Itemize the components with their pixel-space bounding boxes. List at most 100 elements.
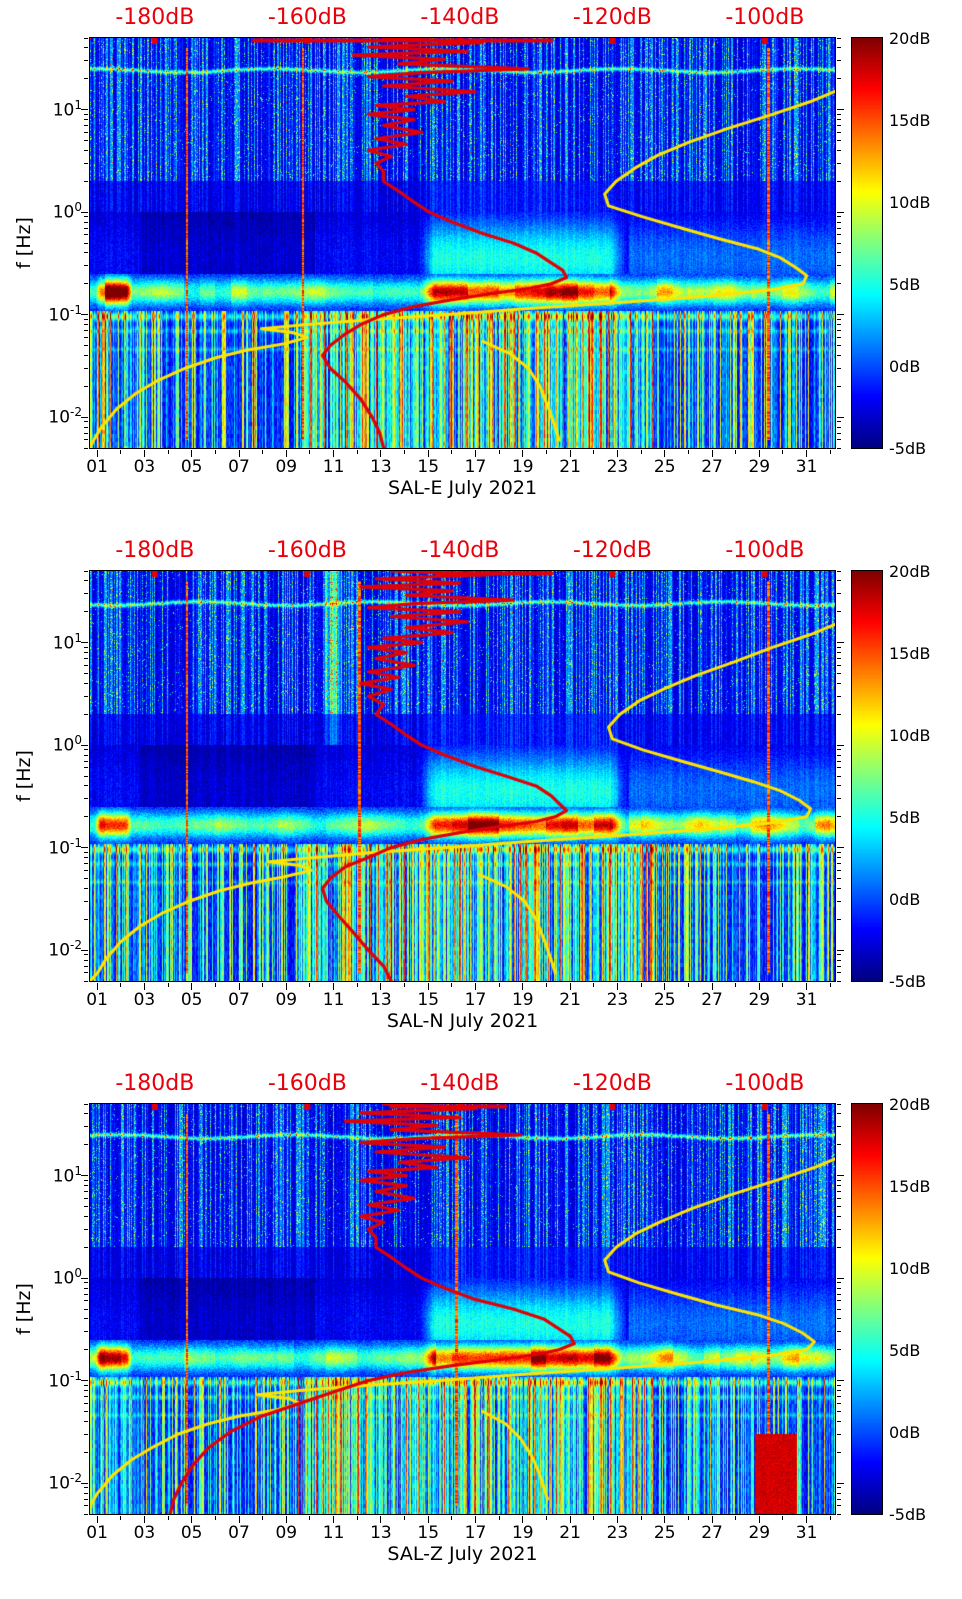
y-tick-mark	[81, 1175, 88, 1177]
y-tick-mark	[837, 367, 841, 369]
y-tick-mark	[837, 1246, 841, 1248]
y-tick-mark	[84, 242, 88, 244]
y-tick-mark	[84, 265, 88, 267]
x-tick-label: 13	[370, 990, 392, 1010]
x-tick-label: 29	[748, 1523, 771, 1543]
y-tick-mark	[837, 265, 841, 267]
y-tick-label: 101	[52, 630, 82, 654]
x-tick-mark	[238, 1516, 240, 1523]
y-tick-mark	[837, 664, 841, 666]
y-tick-mark	[84, 1402, 88, 1404]
x-tick-mark	[806, 450, 808, 457]
y-tick-mark	[84, 1384, 88, 1386]
y-tick-mark	[84, 216, 88, 218]
x-tick-mark	[333, 983, 335, 990]
y-tick-mark	[84, 652, 88, 654]
top-axis-label: -120dB	[572, 5, 652, 30]
x-tick-label: 03	[133, 457, 156, 477]
y-tick-mark	[84, 1179, 88, 1181]
y-tick-mark	[84, 1246, 88, 1248]
x-tick-mark	[427, 983, 429, 990]
x-tick-label: 23	[606, 1523, 629, 1543]
y-tick-label: 101	[52, 1163, 82, 1187]
y-tick-mark	[84, 980, 88, 982]
colorbar-tick-label: 15dB	[889, 111, 931, 130]
y-tick-mark	[84, 78, 88, 80]
x-tick-mark	[735, 450, 737, 454]
y-tick-mark	[837, 1411, 841, 1412]
y-tick-mark	[837, 330, 841, 332]
x-tick-label: 29	[748, 990, 771, 1010]
y-tick-mark	[837, 918, 841, 920]
x-tick-mark	[404, 983, 406, 987]
y-tick-mark	[84, 131, 88, 133]
y-tick-mark	[84, 1228, 88, 1230]
x-tick-mark	[238, 983, 240, 990]
x-tick-mark	[735, 983, 737, 987]
y-tick-mark	[837, 1390, 841, 1392]
y-tick-mark	[84, 1308, 88, 1310]
y-tick-mark	[837, 180, 841, 182]
y-tick-mark	[81, 1277, 88, 1279]
x-tick-mark	[191, 450, 193, 457]
x-tick-mark	[782, 983, 784, 987]
top-axis-label: -180dB	[115, 538, 195, 563]
x-tick-mark	[806, 1516, 808, 1523]
x-tick-mark	[616, 983, 618, 990]
x-tick-mark	[758, 450, 760, 457]
y-tick-mark	[837, 447, 841, 449]
y-tick-mark	[84, 1411, 88, 1412]
x-tick-mark	[451, 450, 453, 454]
x-tick-mark	[640, 1516, 642, 1520]
y-tick-mark	[837, 1331, 841, 1333]
x-tick-mark	[711, 1516, 713, 1523]
y-tick-mark	[837, 421, 841, 423]
y-tick-mark	[84, 1451, 88, 1453]
y-tick-mark	[837, 1513, 841, 1515]
y-tick-mark	[837, 221, 841, 223]
top-axis-label: -120dB	[572, 1071, 652, 1096]
x-tick-label: 17	[464, 457, 487, 477]
x-tick-label: 07	[228, 990, 250, 1010]
x-tick-label: 27	[701, 1523, 723, 1543]
y-tick-mark	[84, 60, 88, 62]
colorbar-gradient	[852, 38, 882, 448]
y-tick-mark	[837, 642, 844, 644]
y-tick-mark	[84, 878, 88, 879]
x-tick-label: 21	[559, 1523, 581, 1543]
y-tick-label: 10-1	[48, 835, 82, 859]
y-tick-mark	[837, 760, 841, 762]
y-tick-mark	[837, 1300, 841, 1302]
top-axis-label: -120dB	[572, 538, 652, 563]
y-tick-mark	[837, 283, 841, 285]
y-tick-mark	[84, 227, 88, 229]
y-tick-mark	[84, 47, 88, 49]
y-tick-mark	[84, 972, 88, 974]
y-tick-mark	[84, 1103, 88, 1105]
x-tick-label: 21	[559, 457, 581, 477]
colorbar-tick-label: 10dB	[889, 1259, 931, 1278]
y-tick-mark	[837, 1113, 841, 1115]
y-tick-mark	[837, 682, 841, 684]
y-tick-mark	[84, 1144, 88, 1146]
y-tick-mark	[84, 447, 88, 449]
top-axis-label: -140dB	[420, 538, 500, 563]
x-tick-label: 01	[86, 457, 108, 477]
y-tick-mark	[837, 1185, 841, 1187]
colorbar-tick-label: 5dB	[889, 275, 921, 294]
x-tick-mark	[829, 450, 831, 454]
y-tick-mark	[837, 851, 841, 853]
y-tick-mark	[84, 149, 88, 151]
x-tick-mark	[735, 1516, 737, 1520]
x-tick-label: 25	[653, 1523, 676, 1543]
y-tick-mark	[84, 125, 88, 127]
spectrogram-canvas	[90, 1104, 835, 1514]
y-tick-mark	[837, 426, 841, 428]
x-tick-label: 19	[511, 457, 534, 477]
y-tick-mark	[837, 798, 841, 800]
x-axis-title: SAL-E July 2021	[387, 477, 538, 499]
y-tick-mark	[837, 1498, 841, 1500]
colorbar-tick-label: 10dB	[889, 193, 931, 212]
x-tick-mark	[475, 983, 476, 990]
